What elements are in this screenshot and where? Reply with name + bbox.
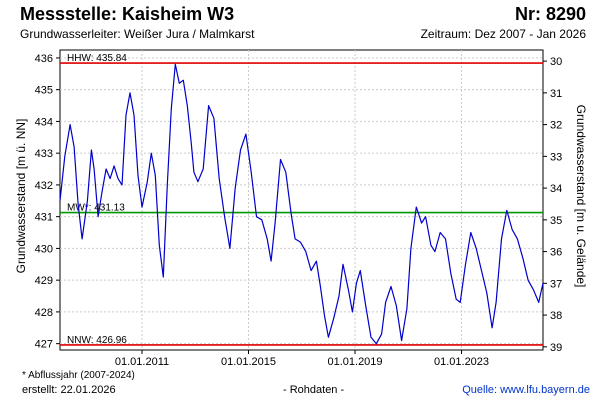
- y2-tick-label: 39: [550, 342, 562, 354]
- y-axis-right: 30 31 32 33 34 35 36 37 38 39: [543, 56, 562, 354]
- x-tick-label: 01.01.2019: [327, 356, 382, 368]
- x-tick-label: 01.01.2011: [115, 356, 169, 368]
- y2-tick-label: 32: [550, 120, 562, 132]
- x-axis: 01.01.2011 01.01.2015 01.01.2019 01.01.2023: [115, 350, 489, 368]
- station-title: Messstelle: Kaisheim W3: [20, 4, 235, 24]
- y2-tick-label: 37: [550, 278, 562, 290]
- y-tick-label: 432: [35, 180, 53, 192]
- x-tick-label: 01.01.2015: [221, 356, 276, 368]
- y-tick-label: 428: [35, 307, 53, 319]
- series-layer: [59, 63, 544, 345]
- y2-tick-label: 34: [550, 183, 562, 195]
- x-tick-label: 01.01.2023: [434, 356, 489, 368]
- y2-axis-title: Grundwasserstand [m u. Gelände]: [574, 105, 588, 288]
- period-label: Zeitraum: Dez 2007 - Jan 2026: [420, 27, 586, 41]
- y-tick-label: 434: [35, 116, 53, 128]
- y-tick-label: 436: [35, 53, 53, 65]
- y2-tick-label: 38: [550, 310, 562, 322]
- reference-lines: HHW: 435.84 MW*: 431.13 NNW: 426.96: [60, 53, 543, 346]
- y-tick-label: 433: [35, 148, 53, 160]
- y2-tick-label: 35: [550, 215, 562, 227]
- ref-label-mw: MW*: 431.13: [67, 203, 125, 214]
- y2-tick-label: 36: [550, 247, 562, 259]
- aquifer-label: Grundwasserleiter: Weißer Jura / Malmkar…: [20, 27, 255, 41]
- ref-label-nnw: NNW: 426.96: [67, 335, 127, 346]
- y2-tick-label: 30: [550, 56, 562, 68]
- plot-area: [59, 49, 544, 351]
- station-number: Nr: 8290: [514, 4, 586, 24]
- footnote: * Abflussjahr (2007-2024): [22, 370, 135, 381]
- y-tick-label: 427: [35, 339, 53, 351]
- y2-tick-label: 31: [550, 88, 562, 100]
- raw-data-label: - Rohdaten -: [283, 384, 345, 396]
- series-line-0: [59, 63, 544, 345]
- y-axis-left: 427 428 429 430 431 432 433 434 435 436: [35, 53, 60, 351]
- y2-tick-label: 33: [550, 151, 562, 163]
- y-tick-label: 430: [35, 243, 53, 255]
- created-date: erstellt: 22.01.2026: [22, 384, 116, 396]
- y-tick-label: 431: [35, 212, 53, 224]
- y-tick-label: 435: [35, 85, 53, 97]
- source-link[interactable]: Quelle: www.lfu.bayern.de: [462, 384, 590, 396]
- y-axis-title: Grundwasserstand [m ü. NN]: [14, 119, 28, 274]
- y-tick-label: 429: [35, 275, 53, 287]
- grid: [60, 50, 543, 350]
- ref-label-hhw: HHW: 435.84: [67, 53, 127, 64]
